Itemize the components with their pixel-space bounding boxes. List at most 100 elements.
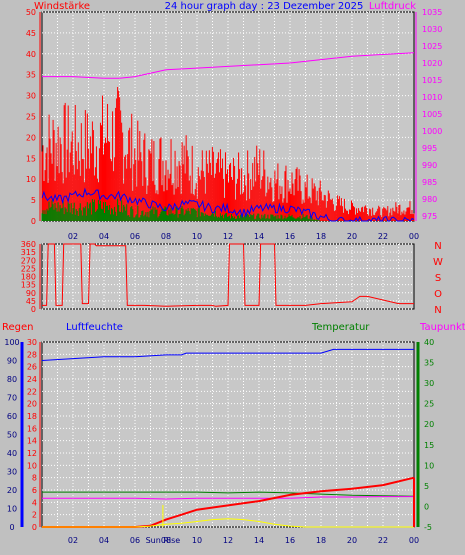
climate-panel-x-tick: 10 <box>192 536 202 545</box>
pressure-axis-label: Luftdruck <box>369 1 416 12</box>
direction-y-tick: 180 <box>21 273 36 282</box>
wind-panel-x-tick: 10 <box>192 232 202 241</box>
humidity-y-tick: 30 <box>7 468 17 477</box>
wind-average-line <box>41 187 415 223</box>
wind-y-tick: 15 <box>26 154 36 163</box>
direction-line <box>42 243 414 307</box>
rain-y-tick: 8 <box>32 474 37 483</box>
temperature-y-tick: 35 <box>424 359 434 368</box>
direction-y-tick: 135 <box>21 281 36 290</box>
wind-panel-x-tick: 14 <box>254 232 264 241</box>
pressure-y-tick: 1000 <box>422 127 442 136</box>
pressure-y-tick: 1015 <box>422 76 442 85</box>
climate-panel-x-tick: 00 <box>409 536 419 545</box>
rain-y-tick: 14 <box>27 437 37 446</box>
wind-y-tick: 40 <box>26 50 36 59</box>
humidity-y-tick: 20 <box>7 486 17 495</box>
direction-y-tick: 0 <box>31 305 36 314</box>
rain-y-tick: 22 <box>27 387 37 396</box>
temperature-y-tick: 10 <box>424 461 434 470</box>
wind-y-tick: 50 <box>26 8 36 17</box>
temperature-y-tick: 25 <box>424 400 434 409</box>
temperature-y-tick: 5 <box>424 482 429 491</box>
humidity-y-tick: 60 <box>7 412 17 421</box>
climate-panel-x-tick: 06 <box>130 536 140 545</box>
direction-y-tick: 225 <box>21 264 36 273</box>
rain-y-tick: 0 <box>32 523 37 532</box>
pressure-y-tick: 1030 <box>422 25 442 34</box>
direction-letter: O <box>434 289 442 300</box>
rain-y-tick: 30 <box>27 338 37 347</box>
sun-rise-label: Sun Rise <box>146 536 181 545</box>
direction-y-tick: 270 <box>21 256 36 265</box>
rain-y-tick: 4 <box>32 498 37 507</box>
chart-marks: 0510152025303540455097598098599099510001… <box>4 8 443 545</box>
humidity-y-tick: 90 <box>7 357 17 366</box>
temperature-axis-label: Temperatur <box>311 322 370 333</box>
rain-y-tick: 2 <box>32 511 37 520</box>
climate-panel-x-tick: 12 <box>223 536 233 545</box>
wind-y-tick: 30 <box>26 92 36 101</box>
page-title: 24 hour graph day : 23 Dezember 2025 <box>165 1 364 12</box>
wind-axis-label: Windstärke <box>34 1 90 12</box>
temperature-y-tick: 40 <box>424 338 434 347</box>
pressure-y-tick: 980 <box>422 195 437 204</box>
direction-letter: S <box>435 273 441 284</box>
wind-y-tick: 20 <box>26 133 36 142</box>
humidity-y-tick: 10 <box>7 505 17 514</box>
rain-y-tick: 28 <box>27 350 37 359</box>
pressure-y-tick: 985 <box>422 178 437 187</box>
wind-panel-x-tick: 22 <box>378 232 388 241</box>
temperature-y-tick: -5 <box>424 523 432 532</box>
pressure-y-tick: 1005 <box>422 110 442 119</box>
climate-panel-x-tick: 16 <box>285 536 295 545</box>
wind-panel-x-tick: 06 <box>130 232 140 241</box>
climate-panel-x-tick: 04 <box>99 536 109 545</box>
pressure-y-tick: 1010 <box>422 93 442 102</box>
rain-axis-label: Regen <box>2 322 34 333</box>
pressure-y-tick: 1025 <box>422 42 442 51</box>
wind-y-tick: 25 <box>26 113 36 122</box>
direction-letter: N <box>434 241 441 252</box>
pressure-y-tick: 990 <box>422 161 437 170</box>
dewpoint-line <box>42 496 414 500</box>
humidity-y-tick: 0 <box>9 523 14 532</box>
pressure-y-tick: 1020 <box>422 59 442 68</box>
humidity-y-tick: 80 <box>7 375 17 384</box>
climate-panel-x-tick: 20 <box>347 536 357 545</box>
temperature-y-tick: 30 <box>424 379 434 388</box>
climate-panel-x-tick: 14 <box>254 536 264 545</box>
climate-panel-x-tick: 08 <box>161 536 171 545</box>
rain-y-tick: 6 <box>32 486 37 495</box>
humidity-y-tick: 70 <box>7 394 17 403</box>
temperature-y-tick: 15 <box>424 441 434 450</box>
rain-y-tick: 26 <box>27 363 37 372</box>
wind-panel-x-tick: 00 <box>409 232 419 241</box>
direction-y-tick: 90 <box>26 289 36 298</box>
wind-panel-x-tick: 08 <box>161 232 171 241</box>
climate-panel-x-tick: 18 <box>316 536 326 545</box>
direction-y-tick: 315 <box>21 248 36 257</box>
rain-y-tick: 10 <box>27 461 37 470</box>
wind-panel-x-tick: 02 <box>68 232 78 241</box>
humidity-y-tick: 40 <box>7 449 17 458</box>
dewpoint-axis-label: Taupunkt <box>419 322 465 333</box>
wind-y-tick: 45 <box>26 29 36 38</box>
wind-panel-x-tick: 12 <box>223 232 233 241</box>
humidity-y-tick: 50 <box>7 431 17 440</box>
wind-panel-x-tick: 18 <box>316 232 326 241</box>
rain-y-tick: 16 <box>27 424 37 433</box>
rain-y-tick: 24 <box>27 375 37 384</box>
wind-y-tick: 5 <box>31 196 36 205</box>
rain-y-tick: 12 <box>27 449 37 458</box>
rain-y-tick: 18 <box>27 412 37 421</box>
wind-panel-x-tick: 16 <box>285 232 295 241</box>
temperature-y-tick: 20 <box>424 420 434 429</box>
pressure-y-tick: 975 <box>422 212 437 221</box>
pressure-y-tick: 995 <box>422 144 437 153</box>
wind-y-tick: 35 <box>26 71 36 80</box>
direction-y-tick: 360 <box>21 240 36 249</box>
climate-panel-x-tick: 22 <box>378 536 388 545</box>
humidity-y-tick: 100 <box>4 338 19 347</box>
